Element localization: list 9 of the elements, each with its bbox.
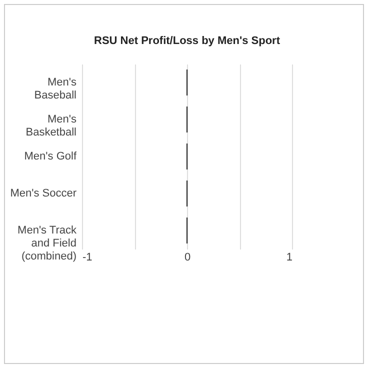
y-tick-label: Men's Golf [24,150,78,162]
x-tick-label: 0 [184,252,191,264]
x-tick-label: 1 [286,252,292,264]
y-tick-label: Men's Soccer [10,188,77,200]
x-tick-label: -1 [82,252,92,264]
y-tick-label: Men's Track and Field (combined) [18,224,77,262]
y-tick-label: Men's Basketball [26,114,77,138]
y-tick-label: Men's Baseball [34,76,77,102]
chart-title: RSU Net Profit/Loss by Men's Sport [94,35,280,47]
